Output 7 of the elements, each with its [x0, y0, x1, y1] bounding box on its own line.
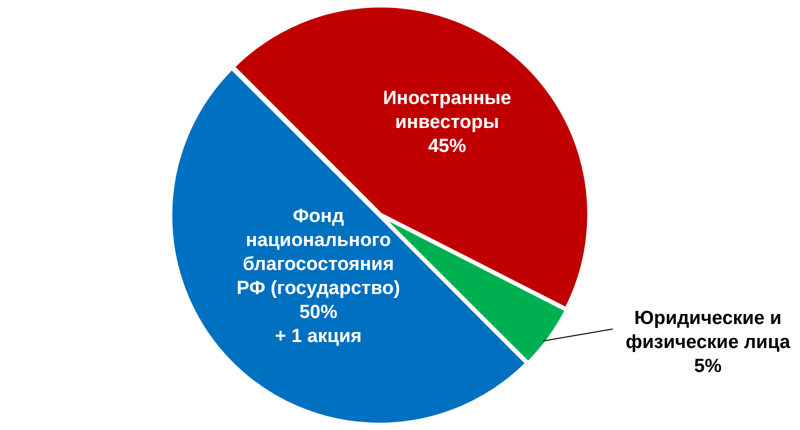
- data-label: 5%: [694, 356, 722, 378]
- slice-label: Фонд национального благосостояния РФ (государство): [236, 206, 400, 299]
- slice-label: Юридические и физические лица: [626, 308, 791, 354]
- text: + 1 акция: [275, 326, 362, 347]
- data-label: 50%: [299, 302, 338, 323]
- data-label: 45%: [428, 136, 466, 157]
- slice-label: Иностранные инвесторы: [382, 88, 512, 133]
